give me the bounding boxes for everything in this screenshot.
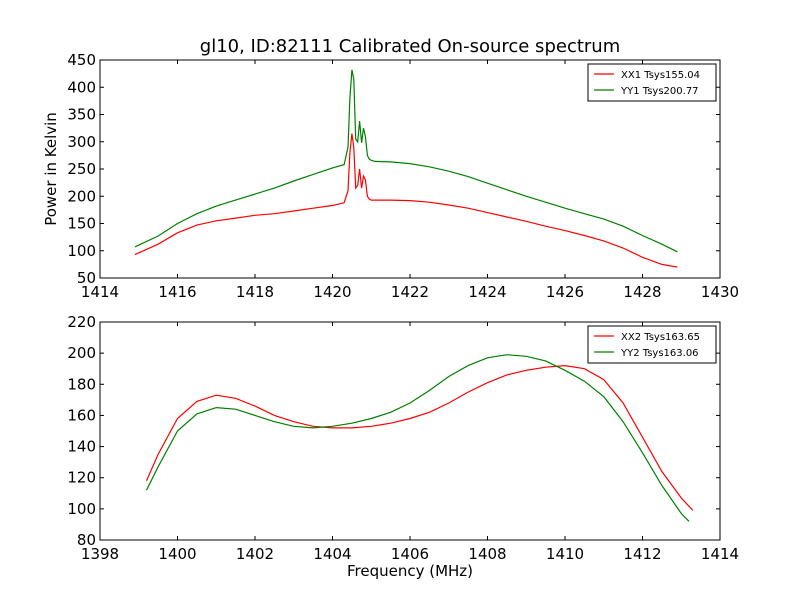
legend-label-bottom-0: XX2 Tsys163.65 bbox=[621, 332, 700, 343]
chart-title: gl10, ID:82111 Calibrated On-source spec… bbox=[200, 36, 620, 57]
y-tick-label-bottom-7: 220 bbox=[67, 313, 96, 331]
y-tick-label-top-0: 50 bbox=[77, 269, 96, 287]
x-tick-label-bottom-3: 1404 bbox=[313, 545, 351, 563]
x-tick-label-top-6: 1426 bbox=[546, 283, 584, 301]
chart-bottom: Frequency (MHz) 1398 1400 1402 1404 1406 1408… bbox=[67, 313, 739, 580]
y-tick-label-top-4: 250 bbox=[67, 160, 96, 178]
x-tick-label-top-7: 1428 bbox=[623, 283, 661, 301]
x-tick-label-bottom-6: 1410 bbox=[546, 545, 584, 563]
x-tick-label-bottom-2: 1402 bbox=[236, 545, 274, 563]
x-tick-label-top-4: 1422 bbox=[391, 283, 429, 301]
legend-label-top-0: XX1 Tsys155.04 bbox=[621, 70, 700, 81]
legend-bottom: XX2 Tsys163.65 YY2 Tsys163.06 bbox=[587, 325, 717, 364]
x-tick-label-bottom-5: 1408 bbox=[468, 545, 506, 563]
y-tick-label-top-1: 100 bbox=[67, 242, 96, 260]
legend-label-bottom-1: YY2 Tsys163.06 bbox=[620, 348, 699, 359]
x-tick-label-bottom-1: 1400 bbox=[158, 545, 196, 563]
x-tick-label-top-0: 1414 bbox=[81, 283, 119, 301]
x-tick-label-top-2: 1418 bbox=[236, 283, 274, 301]
y-tick-label-bottom-0: 80 bbox=[77, 531, 96, 549]
x-tick-label-bottom-7: 1412 bbox=[623, 545, 661, 563]
series-line-top-0 bbox=[134, 133, 678, 268]
chart-top: gl10, ID:82111 Calibrated On-source spec… bbox=[42, 36, 739, 301]
x-tick-label-top-1: 1416 bbox=[158, 283, 196, 301]
y-tick-label-bottom-1: 100 bbox=[67, 500, 96, 518]
ticks-bottom: 1398 1400 1402 1404 1406 1408 1410 1412 1414 80 10… bbox=[67, 313, 739, 563]
y-tick-label-top-6: 350 bbox=[67, 106, 96, 124]
series-group-bottom bbox=[145, 354, 694, 522]
y-tick-label-bottom-4: 160 bbox=[67, 406, 96, 424]
legend-label-top-1: YY1 Tsys200.77 bbox=[620, 86, 699, 97]
y-tick-label-bottom-5: 180 bbox=[67, 375, 96, 393]
y-tick-label-bottom-3: 140 bbox=[67, 438, 96, 456]
series-line-top-1 bbox=[134, 69, 678, 253]
x-tick-label-top-3: 1420 bbox=[313, 283, 351, 301]
ticks-top: 1414 1416 1418 1420 1422 1424 1426 1428 1430 50 10… bbox=[67, 51, 739, 301]
y-tick-label-bottom-2: 120 bbox=[67, 469, 96, 487]
y-tick-label-top-3: 200 bbox=[67, 187, 96, 205]
x-axis-label-bottom: Frequency (MHz) bbox=[347, 562, 473, 580]
series-group-top bbox=[134, 69, 678, 268]
y-tick-label-top-7: 400 bbox=[67, 78, 96, 96]
y-tick-label-top-2: 150 bbox=[67, 215, 96, 233]
y-tick-label-top-8: 450 bbox=[67, 51, 96, 69]
y-tick-label-bottom-6: 200 bbox=[67, 344, 96, 362]
x-tick-label-bottom-8: 1414 bbox=[701, 545, 739, 563]
x-tick-label-top-5: 1424 bbox=[468, 283, 506, 301]
legend-top: XX1 Tsys155.04 YY1 Tsys200.77 bbox=[587, 63, 717, 102]
x-tick-label-bottom-0: 1398 bbox=[81, 545, 119, 563]
series-line-bottom-1 bbox=[145, 354, 690, 522]
y-tick-label-top-5: 300 bbox=[67, 133, 96, 151]
legend-box-top bbox=[587, 63, 717, 102]
x-tick-label-top-8: 1430 bbox=[701, 283, 739, 301]
legend-box-bottom bbox=[587, 325, 717, 364]
y-axis-label-top: Power in Kelvin bbox=[42, 112, 60, 226]
x-tick-label-bottom-4: 1406 bbox=[391, 545, 429, 563]
series-line-bottom-0 bbox=[145, 364, 694, 511]
